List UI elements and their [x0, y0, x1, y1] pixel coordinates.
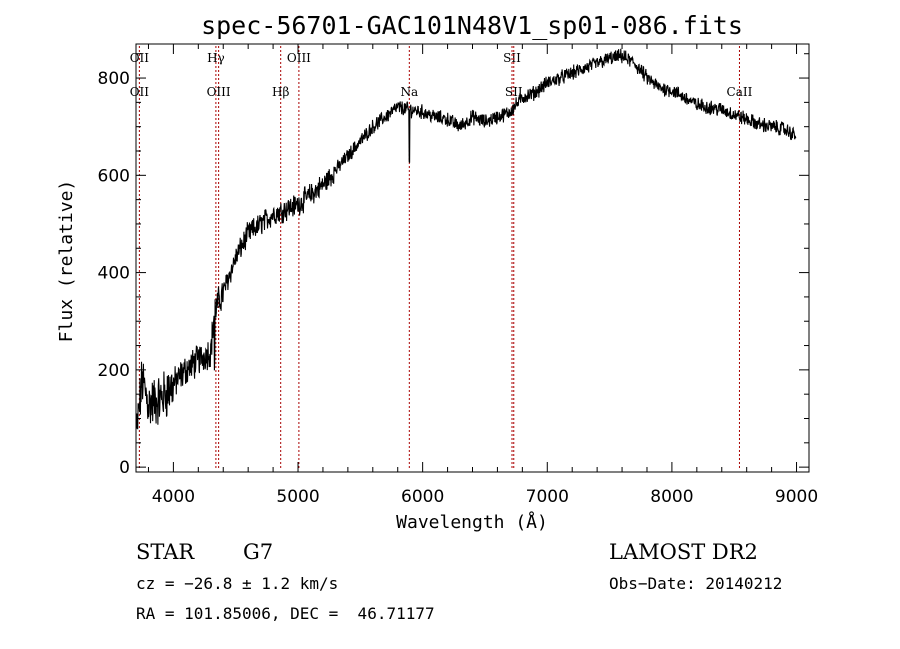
- redshift-velocity: cz = −26.8 ± 1.2 km/s: [136, 574, 339, 593]
- x-tick-label: 7000: [526, 487, 569, 507]
- emission-line-label: Hβ: [272, 85, 289, 99]
- observation-date: Obs−Date: 20140212: [609, 574, 783, 593]
- emission-line-label: OIII: [207, 85, 231, 99]
- x-axis-ticks: 4000 5000 6000 7000 8000 9000: [147, 44, 818, 507]
- y-tick-label: 0: [119, 458, 130, 478]
- coordinates: RA = 101.85006, DEC = 46.71177: [136, 604, 435, 623]
- y-tick-label: 600: [98, 166, 130, 186]
- x-tick-label: 6000: [401, 487, 444, 507]
- emission-line-label: Hγ: [207, 51, 225, 65]
- survey-name: LAMOST DR2: [609, 540, 758, 564]
- emission-line-label: SII: [503, 51, 521, 65]
- object-class: STAR: [136, 540, 195, 564]
- x-tick-label: 9000: [775, 487, 818, 507]
- y-tick-label: 200: [98, 361, 130, 381]
- y-tick-label: 400: [98, 264, 130, 284]
- emission-line-label: Na: [400, 85, 418, 99]
- emission-line-label: SII: [505, 85, 523, 99]
- emission-line-label: CaII: [727, 85, 753, 99]
- emission-lines: OII OII Hγ OIII Hβ OIII Na SII SII CaII: [130, 46, 753, 470]
- emission-line-label: OIII: [287, 51, 311, 65]
- y-axis-label: Flux (relative): [56, 180, 77, 343]
- chart-title: spec-56701-GAC101N48V1_sp01-086.fits: [201, 11, 743, 40]
- emission-line-label: OII: [130, 51, 150, 65]
- spectrum-line: [136, 48, 797, 430]
- spectrum: [136, 48, 797, 430]
- object-subclass: G7: [243, 540, 274, 564]
- y-tick-label: 800: [98, 69, 130, 89]
- emission-line-label: OII: [130, 85, 150, 99]
- y-axis-ticks: 0 200 400 600 800: [98, 53, 809, 478]
- x-tick-label: 8000: [650, 487, 693, 507]
- x-tick-label: 5000: [276, 487, 319, 507]
- x-axis-label: Wavelength (Å): [396, 511, 548, 533]
- x-tick-label: 4000: [152, 487, 195, 507]
